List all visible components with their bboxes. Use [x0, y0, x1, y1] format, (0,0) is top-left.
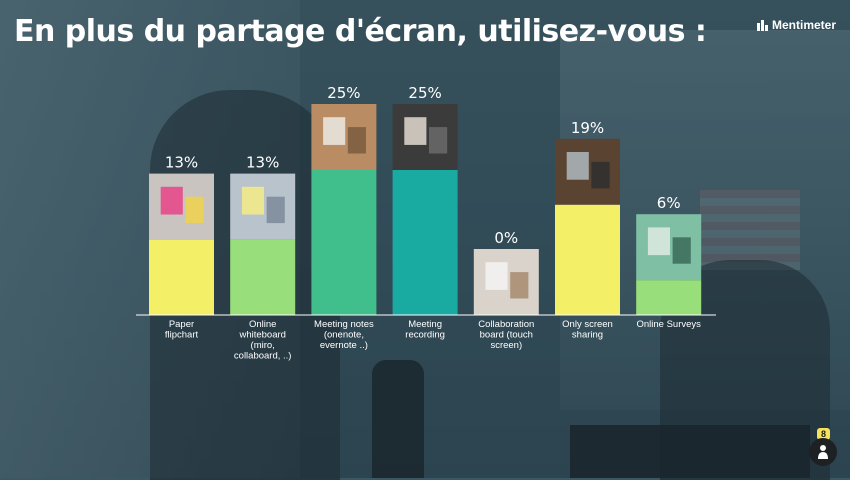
person-icon [818, 445, 828, 459]
bar [149, 239, 214, 315]
monitor-silhouette [570, 425, 810, 478]
tv-screen-photo-icon [555, 138, 620, 205]
bar [311, 170, 377, 315]
bar-group: 19% Only screen sharing [555, 119, 620, 341]
brand-logo: Mentimeter [756, 18, 836, 32]
bar [392, 170, 458, 315]
notebook-photo-icon [311, 104, 377, 170]
category-label: Meeting recording [405, 319, 445, 341]
category-label: Collaboration board (touch screen) [478, 319, 534, 351]
data-label: 25% [327, 84, 360, 102]
bar-group: 13% Paper flipchart [149, 154, 214, 341]
participant-badge[interactable]: 8 [809, 428, 837, 466]
category-label: Online Surveys [636, 319, 701, 330]
mentimeter-icon [756, 19, 768, 31]
presenter-photo-icon [473, 249, 539, 315]
data-label: 13% [246, 154, 279, 172]
bar [230, 239, 296, 315]
bar-group: 25% Meeting recording [392, 84, 458, 341]
data-label: 25% [408, 84, 441, 102]
bar-group: 25% Meeting notes (onenote, evernote ..) [311, 84, 377, 351]
participant-count: 8 [817, 428, 830, 440]
sticky-notes-photo-icon [149, 173, 214, 240]
data-label: 13% [165, 154, 198, 172]
brand-name: Mentimeter [771, 18, 836, 32]
bar-group: 0% Collaboration board (touch screen) [473, 229, 539, 351]
whiteboard-photo-icon [230, 173, 296, 240]
flag-background [700, 190, 800, 270]
data-label: 0% [494, 229, 518, 247]
bar-group: 13% Online whiteboard (miro, collaboard, ..) [230, 154, 296, 362]
data-label: 6% [657, 194, 681, 212]
microphone-photo-icon [392, 104, 458, 170]
bar [555, 204, 620, 315]
category-label: Paper flipchart [165, 319, 199, 341]
bottle-silhouette [372, 360, 424, 478]
category-label: Meeting notes (onenote, evernote ..) [314, 319, 374, 351]
category-label: Online whiteboard (miro, collaboard, ..) [234, 319, 292, 362]
slide-title: En plus du partage d'écran, utilisez-vou… [14, 14, 707, 49]
category-label: Only screen sharing [562, 319, 613, 341]
bar-group: 6% Online Surveys [636, 194, 702, 330]
bar [636, 280, 702, 315]
data-label: 19% [571, 119, 604, 137]
survey-form-photo-icon [636, 214, 702, 281]
